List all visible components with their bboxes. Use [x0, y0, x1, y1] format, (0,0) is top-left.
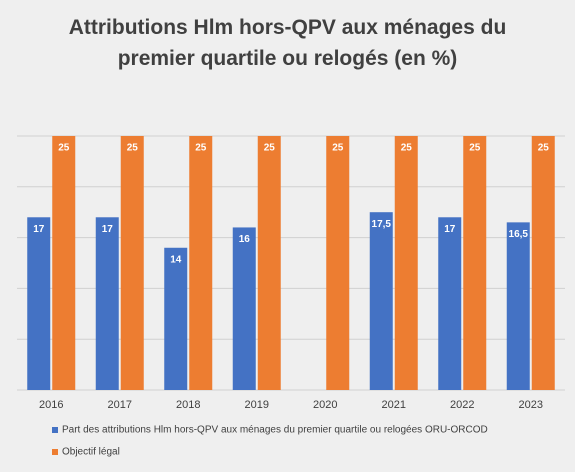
value-label: 17: [444, 224, 456, 235]
value-label: 25: [127, 143, 139, 154]
bar: [369, 212, 393, 390]
value-label: 25: [401, 143, 413, 154]
value-label: 25: [195, 143, 207, 154]
bar: [95, 217, 119, 390]
bar: [27, 217, 51, 390]
bar: [52, 136, 76, 390]
bar: [120, 136, 144, 390]
legend-swatch: [52, 427, 58, 433]
x-tick-label: 2022: [450, 399, 474, 411]
x-tick-label: 2020: [313, 399, 337, 411]
bar: [257, 136, 281, 390]
value-label: 14: [170, 254, 182, 265]
legend-label: Part des attributions Hlm hors-QPV aux m…: [62, 425, 488, 436]
x-tick-label: 2021: [382, 399, 406, 411]
value-label: 17: [102, 224, 114, 235]
bar: [531, 136, 555, 390]
bar: [164, 247, 188, 390]
value-label: 17,5: [372, 219, 392, 230]
chart-title: Attributions Hlm hors-QPV aux ménages du…: [68, 16, 507, 70]
x-tick-label: 2023: [519, 399, 543, 411]
bar: [463, 136, 487, 390]
value-label: 25: [264, 143, 276, 154]
legend-swatch: [52, 449, 58, 455]
value-label: 17: [33, 224, 45, 235]
value-label: 25: [538, 143, 550, 154]
x-tick-label: 2019: [245, 399, 269, 411]
bar: [189, 136, 213, 390]
bar: [438, 217, 462, 390]
value-label: 16,5: [509, 229, 529, 240]
x-tick-label: 2017: [108, 399, 132, 411]
x-tick-label: 2016: [39, 399, 63, 411]
value-label: 16: [239, 234, 251, 245]
value-label: 25: [332, 143, 344, 154]
legend-label: Objectif légal: [62, 447, 120, 458]
bar: [232, 227, 256, 390]
bar: [506, 222, 530, 390]
value-label: 25: [58, 143, 70, 154]
x-tick-label: 2018: [176, 399, 200, 411]
value-label: 25: [469, 143, 481, 154]
bar: [326, 136, 350, 390]
bar: [394, 136, 418, 390]
